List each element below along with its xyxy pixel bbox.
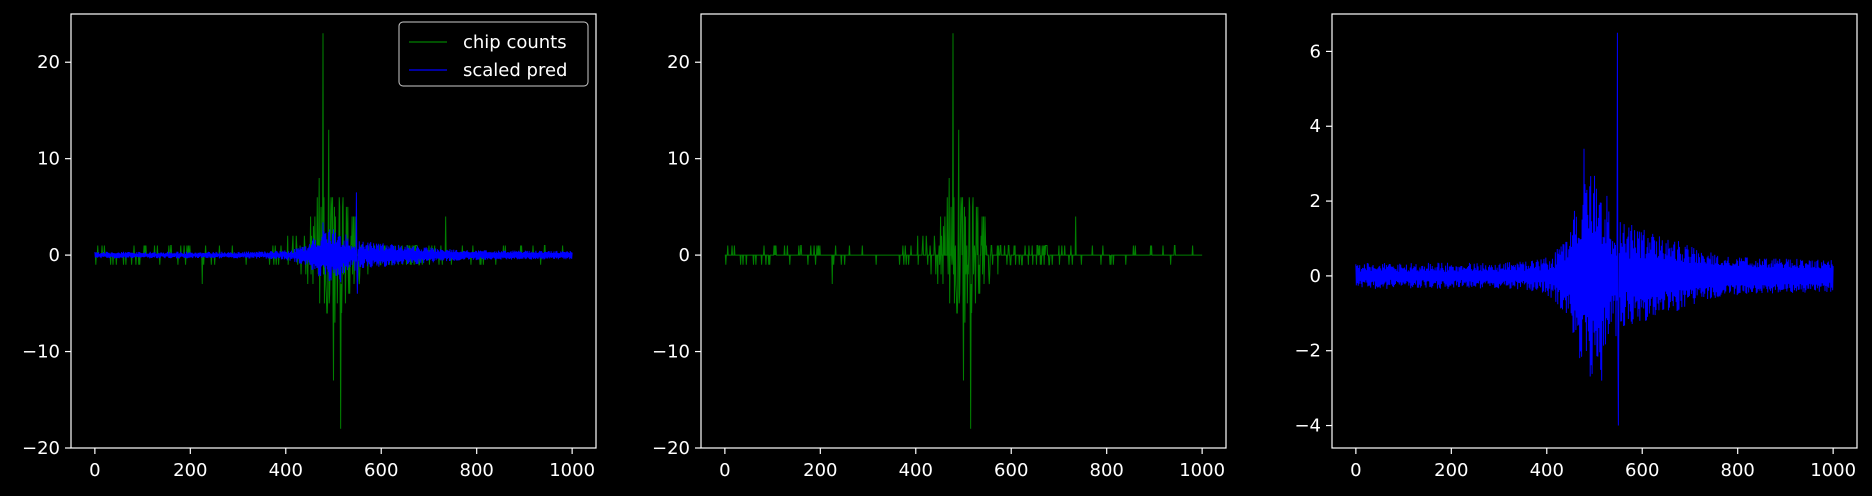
x-tick-label: 0 (719, 460, 730, 481)
x-tick-label: 400 (269, 460, 303, 481)
y-tick-label: −20 (22, 438, 60, 459)
y-tick-label: 20 (37, 52, 60, 73)
x-tick-label: 1000 (1810, 460, 1856, 481)
x-tick-label: 600 (1625, 460, 1659, 481)
x-tick-label: 0 (89, 460, 100, 481)
y-tick-label: 0 (1310, 266, 1321, 287)
chart-panel-middle: 0 200 400 600 800 1000 −20 −10 0 10 20 (652, 13, 1227, 481)
x-tick-label: 400 (899, 460, 933, 481)
plot-area (724, 33, 1203, 429)
y-tick-label: 6 (1310, 41, 1321, 62)
chart-panel-right: 0 200 400 600 800 1000 −4 −2 0 2 4 6 (1294, 13, 1858, 481)
y-tick-label: −2 (1294, 341, 1321, 362)
x-tick-label: 600 (364, 460, 398, 481)
x-tick-label: 800 (460, 460, 494, 481)
plot-area (1355, 32, 1834, 426)
x-tick-label: 800 (1090, 460, 1124, 481)
series-line-scaled-pred (94, 192, 573, 294)
y-tick-label: 10 (667, 149, 690, 170)
x-tick-label: 600 (994, 460, 1028, 481)
y-tick-label: −10 (652, 342, 690, 363)
x-tick-label: 200 (1434, 460, 1468, 481)
series-line-series-1 (724, 33, 1203, 429)
y-tick-label: 0 (679, 245, 690, 266)
axes-frame (70, 13, 597, 449)
x-tick-label: 200 (803, 460, 837, 481)
y-tick-label: −10 (22, 342, 60, 363)
series-line-series-1 (1355, 32, 1834, 426)
y-tick-label: −20 (652, 438, 690, 459)
y-tick-label: 10 (37, 149, 60, 170)
plot-area (94, 33, 573, 429)
axes-frame (700, 13, 1227, 449)
y-tick-label: 4 (1310, 116, 1321, 137)
x-tick-label: 0 (1350, 460, 1361, 481)
axes-frame (1331, 13, 1858, 449)
x-tick-label: 1000 (1179, 460, 1225, 481)
y-tick-label: 0 (49, 245, 60, 266)
x-tick-label: 400 (1530, 460, 1564, 481)
legend-label-chip-counts: chip counts (463, 32, 567, 53)
x-tick-label: 800 (1721, 460, 1755, 481)
legend: chip counts scaled pred (398, 21, 589, 87)
y-tick-label: −4 (1294, 416, 1321, 437)
x-tick-label: 1000 (549, 460, 595, 481)
x-tick-label: 200 (173, 460, 207, 481)
y-tick-label: 2 (1310, 191, 1321, 212)
y-tick-label: 20 (667, 52, 690, 73)
chart-panel-left: 0 200 400 600 800 1000 −20 −10 0 10 20 chip counts s… (22, 13, 597, 481)
legend-label-scaled-pred: scaled pred (463, 60, 567, 81)
